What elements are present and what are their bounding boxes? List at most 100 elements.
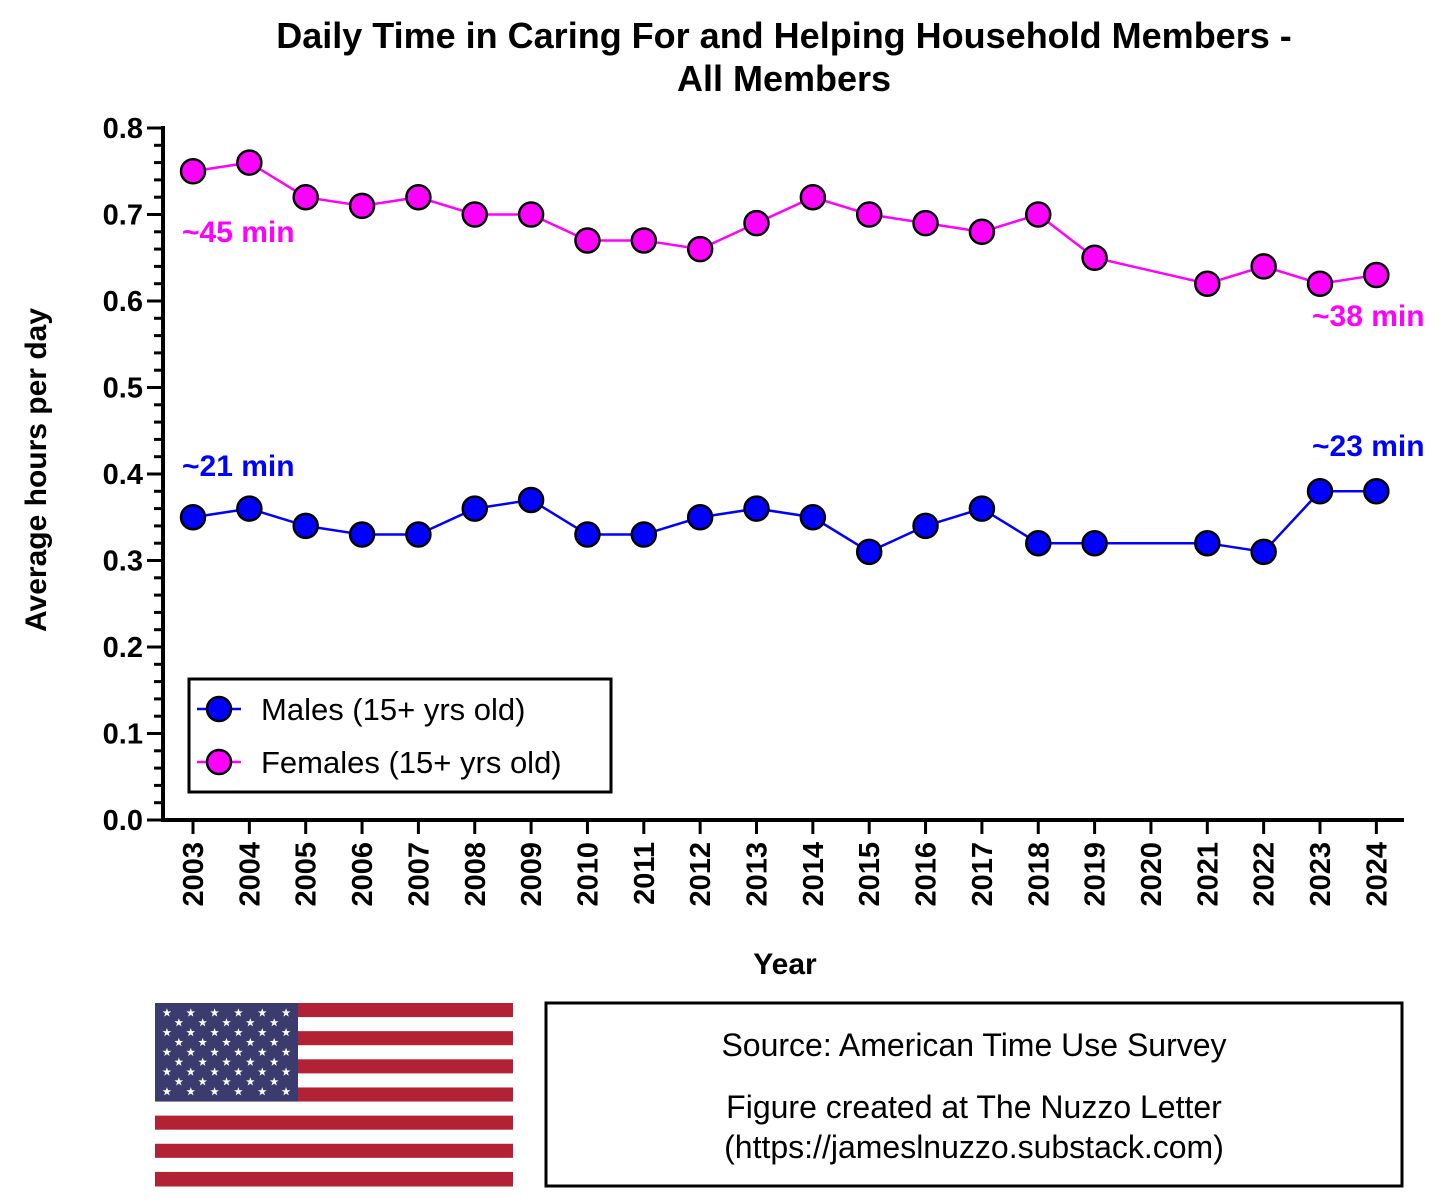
data-point-males-2010 (574, 521, 601, 548)
chart-title-line-1: Daily Time in Caring For and Helping Hou… (276, 15, 1291, 56)
flag-star (234, 1047, 243, 1056)
y-tick-label: 0.7 (103, 200, 143, 232)
x-tick-label: 2024 (1361, 842, 1393, 907)
data-point-females-2019 (1081, 244, 1108, 271)
y-tick-label: 0.5 (103, 373, 143, 405)
legend-label-females: Females (15+ yrs old) (261, 745, 562, 780)
flag-star (222, 1077, 231, 1086)
x-tick-label: 2020 (1136, 842, 1168, 907)
data-point-females-2007 (405, 183, 432, 211)
flag-stripe (155, 1115, 513, 1131)
credit-url: (https://jameslnuzzo.substack.com) (724, 1129, 1224, 1165)
x-tick-label: 2021 (1192, 842, 1224, 907)
flag-star (210, 1027, 219, 1037)
data-point-males-2008 (461, 495, 488, 522)
flag-stripe (155, 1129, 513, 1145)
flag-star (222, 1037, 231, 1047)
y-tick-label: 0.1 (103, 719, 143, 751)
flag-star (162, 1067, 172, 1076)
y-ticks: 0.0 0.1 0.2 0.3 0.4 0.5 0.6 0.7 0.8 (103, 113, 163, 837)
credit-line: Figure created at The Nuzzo Letter (726, 1089, 1222, 1125)
data-point-males-2014 (799, 504, 827, 531)
y-axis-label: Average hours per day (20, 308, 53, 632)
series-layer (179, 149, 1390, 566)
flag-star (281, 1067, 291, 1076)
y-tick-label: 0.3 (103, 546, 143, 578)
flag-star (269, 1077, 279, 1086)
data-point-females-2023 (1306, 270, 1334, 297)
data-point-females-2024 (1363, 261, 1390, 289)
flag-star (174, 1057, 184, 1066)
flag-star (162, 1027, 172, 1037)
flag-star (198, 1077, 208, 1086)
data-point-males-2016 (912, 512, 939, 540)
legend-marker-males (205, 695, 233, 723)
flag-star (281, 1027, 291, 1037)
flag-star (257, 1027, 267, 1037)
flag-star (269, 1057, 279, 1066)
data-point-females-2021 (1194, 270, 1221, 297)
flag-star (245, 1037, 255, 1047)
legend-box (187, 677, 613, 794)
data-point-males-2019 (1081, 529, 1108, 557)
x-tick-label: 2008 (460, 842, 492, 907)
flag-star (222, 1057, 231, 1066)
data-point-females-2016 (912, 209, 939, 237)
annotation-females-end: ~38 min (1312, 300, 1425, 333)
x-tick-label: 2005 (291, 842, 323, 907)
flag-star (234, 1027, 243, 1037)
x-tick-label: 2011 (629, 842, 661, 905)
flag-star (174, 1077, 184, 1086)
x-tick-label: 2022 (1249, 842, 1281, 907)
flag-star (210, 1067, 219, 1076)
data-point-females-2006 (348, 192, 376, 220)
flag-star (234, 1067, 243, 1076)
data-point-males-2021 (1194, 529, 1221, 557)
x-tick-label: 2006 (347, 842, 379, 907)
flag-star (269, 1018, 279, 1027)
data-point-males-2004 (236, 495, 263, 522)
x-tick-label: 2003 (178, 842, 210, 907)
flag-star (257, 1047, 267, 1056)
flag-star (210, 1008, 219, 1017)
data-point-females-2014 (799, 183, 827, 211)
annotations: ~45 min ~38 min ~21 min ~23 min (182, 216, 1425, 483)
flag-star (186, 1087, 196, 1096)
flag-star (186, 1008, 196, 1017)
y-tick-label: 0.4 (103, 459, 143, 491)
x-tick-label: 2019 (1080, 842, 1112, 907)
data-point-males-2023 (1306, 478, 1334, 505)
flag-stripe (155, 1143, 513, 1159)
x-tick-label: 2023 (1305, 842, 1337, 907)
flag-star (186, 1047, 196, 1056)
flag-star (162, 1087, 172, 1096)
x-tick-label: 2007 (403, 842, 435, 907)
flag-star (198, 1037, 208, 1047)
flag-stripe (155, 1171, 513, 1187)
x-tick-label: 2004 (234, 842, 266, 907)
flag-star (186, 1067, 196, 1076)
flag-star (174, 1037, 184, 1047)
data-point-females-2003 (179, 158, 207, 185)
flag-star (245, 1077, 255, 1086)
data-point-males-2024 (1363, 478, 1390, 505)
series-line-females (192, 161, 1377, 285)
x-tick-label: 2017 (967, 842, 999, 907)
data-point-females-2015 (855, 201, 883, 228)
x-ticks: 2003 2004 2005 2006 2007 2008 2009 2010 2011 2012… (178, 820, 1393, 907)
x-tick-label: 2010 (572, 842, 604, 907)
flag-star (174, 1018, 184, 1027)
x-tick-label: 2009 (516, 842, 548, 907)
flag-stripe (155, 1101, 513, 1117)
flag-star (210, 1047, 219, 1056)
data-point-males-2022 (1250, 538, 1277, 566)
flag-stripe (155, 1157, 513, 1173)
flag-star (198, 1057, 208, 1066)
data-point-females-2008 (461, 201, 488, 228)
flag-star (257, 1087, 267, 1096)
data-point-males-2013 (743, 495, 770, 522)
data-point-females-2017 (968, 218, 996, 246)
data-point-females-2010 (574, 227, 601, 254)
data-point-males-2011 (630, 521, 658, 548)
flag-star (281, 1008, 291, 1017)
